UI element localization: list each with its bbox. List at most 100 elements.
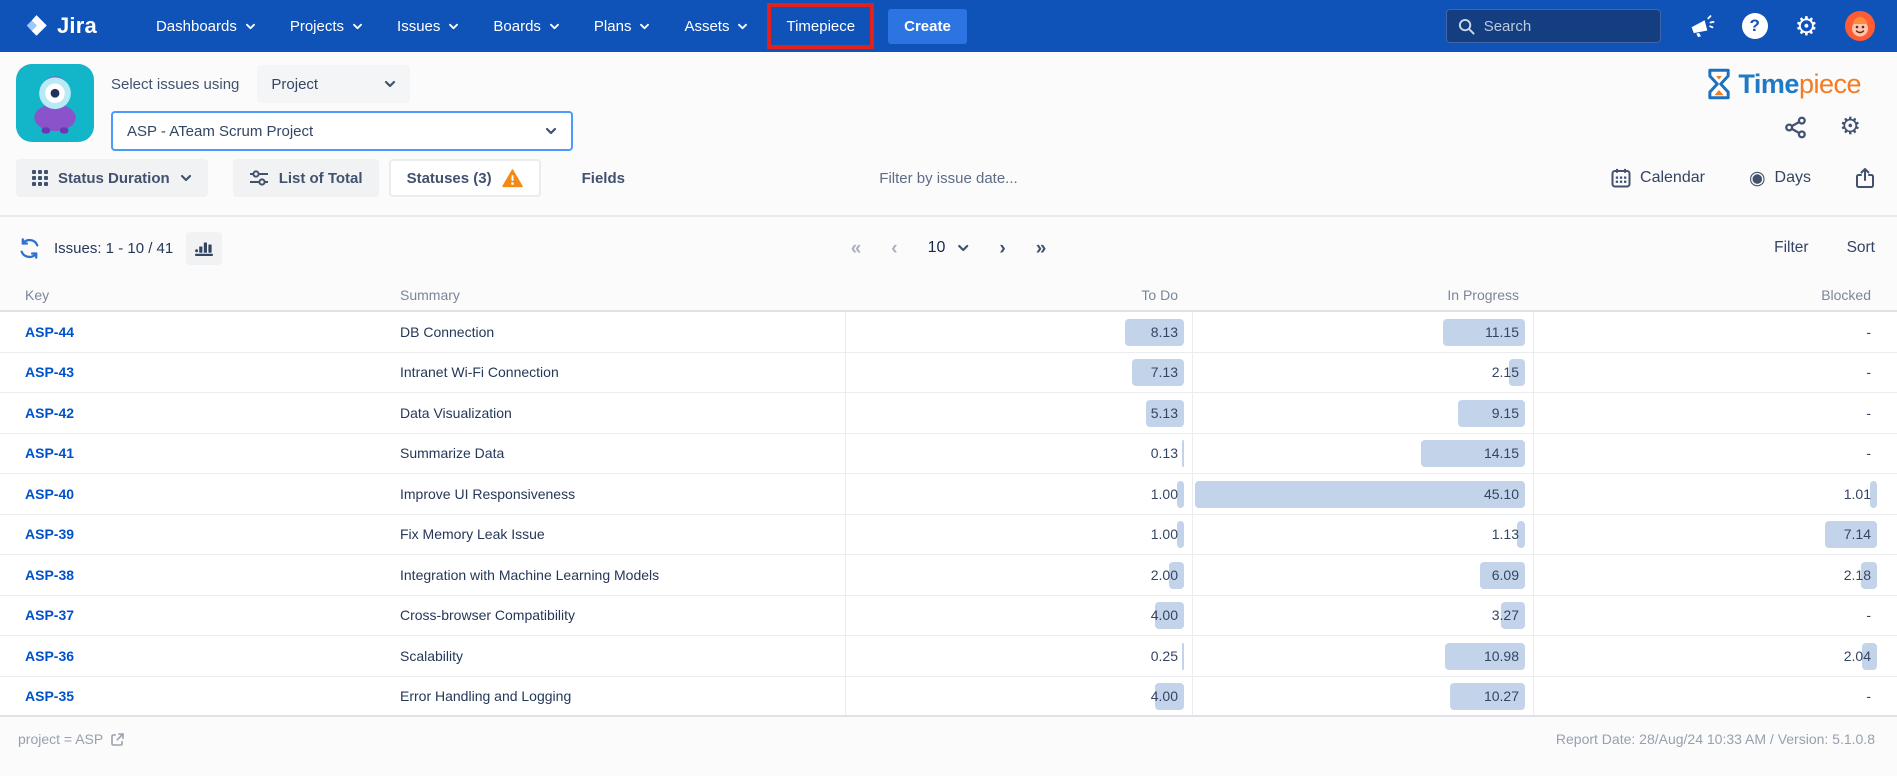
duration-value: 2.18 <box>1844 555 1871 595</box>
search-placeholder: Search <box>1484 18 1532 35</box>
days-label: Days <box>1775 169 1811 187</box>
issue-key-link[interactable]: ASP-35 <box>25 688 74 704</box>
jira-brand[interactable]: Jira <box>24 13 97 39</box>
days-unit-icon: ◉ <box>1749 169 1766 188</box>
jql-filter-link[interactable]: project = ASP <box>18 731 125 747</box>
duration-value: 7.13 <box>1151 353 1178 393</box>
refresh-icon[interactable] <box>18 237 41 260</box>
issue-key-link[interactable]: ASP-44 <box>25 324 74 340</box>
column-header-blocked: Blocked <box>1533 279 1897 310</box>
export-icon[interactable] <box>1855 167 1875 189</box>
duration-cell: 2.18 <box>1533 555 1897 595</box>
key-cell: ASP-41 <box>0 434 400 474</box>
duration-cell: - <box>1533 393 1897 433</box>
sort-button[interactable]: Sort <box>1847 239 1875 257</box>
duration-cell: 2.04 <box>1533 636 1897 676</box>
issues-count-label: Issues: 1 - 10 / 41 <box>54 240 173 257</box>
jql-text: project = ASP <box>18 731 103 747</box>
duration-value: 10.27 <box>1484 677 1519 716</box>
issue-summary: Intranet Wi-Fi Connection <box>400 353 845 393</box>
days-toggle[interactable]: ◉ Days <box>1749 169 1811 188</box>
table-body: ASP-44DB Connection8.1311.15-ASP-43Intra… <box>0 312 1897 717</box>
nav-item-projects[interactable]: Projects <box>273 0 380 52</box>
next-page-button[interactable]: › <box>999 239 1005 258</box>
duration-bar <box>1870 481 1877 508</box>
nav-item-dashboards[interactable]: Dashboards <box>139 0 273 52</box>
brand-text: Jira <box>57 13 97 39</box>
nav-item-label: Boards <box>493 18 541 35</box>
issue-key-link[interactable]: ASP-41 <box>25 445 74 461</box>
issues-info: Issues: 1 - 10 / 41 <box>18 232 222 265</box>
duration-value: 45.10 <box>1484 474 1519 514</box>
key-cell: ASP-38 <box>0 555 400 595</box>
duration-cell: 10.27 <box>1192 677 1533 716</box>
issue-key-link[interactable]: ASP-38 <box>25 567 74 583</box>
settings-gear-icon[interactable]: ⚙ <box>1795 13 1818 39</box>
duration-cell: 10.98 <box>1192 636 1533 676</box>
table-row: ASP-39Fix Memory Leak Issue1.001.137.14 <box>0 515 1897 556</box>
project-dropdown[interactable]: ASP - ATeam Scrum Project <box>111 111 573 151</box>
table-header-row: Key Summary To Do In Progress Blocked <box>0 279 1897 312</box>
calendar-button[interactable]: Calendar <box>1611 168 1705 188</box>
issue-key-link[interactable]: ASP-43 <box>25 364 74 380</box>
duration-cell: 1.01 <box>1533 474 1897 514</box>
duration-value: 2.15 <box>1492 353 1519 393</box>
column-header-summary: Summary <box>400 279 845 310</box>
bar-chart-icon <box>194 239 214 257</box>
nav-item-label: Projects <box>290 18 344 35</box>
duration-cell: 7.14 <box>1533 515 1897 555</box>
select-mode-value: Project <box>271 76 318 93</box>
issue-source-selectors: Select issues using Project ASP - ATeam … <box>111 64 573 151</box>
duration-cell: 6.09 <box>1192 555 1533 595</box>
key-cell: ASP-37 <box>0 596 400 636</box>
user-avatar[interactable] <box>1845 11 1875 41</box>
issue-key-link[interactable]: ASP-39 <box>25 526 74 542</box>
fields-button[interactable]: Fields <box>566 159 641 197</box>
duration-value: 6.09 <box>1492 555 1519 595</box>
report-controls: Issues: 1 - 10 / 41 « ‹ 10 › » Filter So… <box>0 217 1897 279</box>
duration-value: - <box>1866 353 1871 393</box>
nav-item-plans[interactable]: Plans <box>577 0 668 52</box>
key-cell: ASP-36 <box>0 636 400 676</box>
nav-item-timepiece[interactable]: Timepiece <box>767 3 874 49</box>
create-button[interactable]: Create <box>888 9 967 44</box>
help-icon[interactable]: ? <box>1742 13 1768 39</box>
issue-date-filter[interactable]: Filter by issue date... <box>879 170 1017 187</box>
table-row: ASP-35Error Handling and Logging4.0010.2… <box>0 677 1897 718</box>
select-mode-dropdown[interactable]: Project <box>257 65 410 103</box>
filter-button[interactable]: Filter <box>1774 239 1808 257</box>
chevron-down-icon <box>180 174 192 182</box>
duration-value: 2.04 <box>1844 636 1871 676</box>
issue-key-link[interactable]: ASP-42 <box>25 405 74 421</box>
duration-cell: 14.15 <box>1192 434 1533 474</box>
duration-value: 5.13 <box>1151 393 1178 433</box>
last-page-button[interactable]: » <box>1036 239 1047 258</box>
nav-item-boards[interactable]: Boards <box>476 0 577 52</box>
issue-key-link[interactable]: ASP-40 <box>25 486 74 502</box>
duration-bar <box>1177 481 1184 508</box>
statuses-button[interactable]: Statuses (3) <box>389 159 541 197</box>
announcements-megaphone-icon[interactable] <box>1688 14 1715 39</box>
issue-key-link[interactable]: ASP-37 <box>25 607 74 623</box>
grid-icon <box>32 170 48 186</box>
search-input[interactable]: Search <box>1446 9 1661 43</box>
report-settings-gear-icon[interactable]: ⚙ <box>1839 115 1861 139</box>
chevron-down-icon <box>957 244 969 252</box>
chevron-down-icon <box>448 23 459 30</box>
page-size-dropdown[interactable]: 10 <box>928 239 970 257</box>
report-type-button[interactable]: Status Duration <box>16 159 208 197</box>
report-type-label: Status Duration <box>58 170 170 187</box>
nav-item-assets[interactable]: Assets <box>667 0 765 52</box>
column-header-key: Key <box>0 279 400 310</box>
issue-summary: Data Visualization <box>400 393 845 433</box>
issue-key-link[interactable]: ASP-36 <box>25 648 74 664</box>
nav-item-issues[interactable]: Issues <box>380 0 476 52</box>
issue-summary: Fix Memory Leak Issue <box>400 515 845 555</box>
duration-value: 9.15 <box>1492 393 1519 433</box>
prev-page-button[interactable]: ‹ <box>891 239 897 258</box>
duration-cell: 2.15 <box>1192 353 1533 393</box>
chart-view-button[interactable] <box>186 232 222 265</box>
first-page-button[interactable]: « <box>851 239 862 258</box>
list-of-total-button[interactable]: List of Total <box>233 159 379 197</box>
share-icon[interactable] <box>1784 116 1807 139</box>
